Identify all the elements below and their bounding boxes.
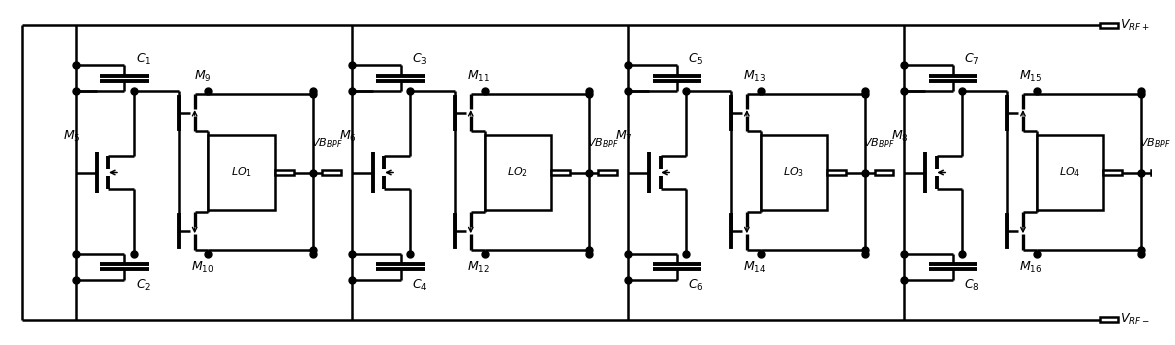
Text: $VB_{BPF}$: $VB_{BPF}$ [588, 137, 619, 150]
Text: $M_6$: $M_6$ [338, 129, 356, 144]
Text: $C_4$: $C_4$ [412, 278, 428, 293]
Text: $C_5$: $C_5$ [689, 52, 704, 67]
Text: $M_8$: $M_8$ [891, 129, 908, 144]
Text: $VB_{BPF}$: $VB_{BPF}$ [1139, 137, 1171, 150]
Bar [760, 135, 827, 210]
Text: $M_7$: $M_7$ [615, 129, 632, 144]
Text: $M_{13}$: $M_{13}$ [744, 68, 766, 83]
Bar [551, 170, 570, 175]
Text: $C_6$: $C_6$ [689, 278, 704, 293]
Text: $M_{12}$: $M_{12}$ [468, 260, 490, 275]
Text: $C_8$: $C_8$ [965, 278, 980, 293]
Text: $V_{RF+}$: $V_{RF+}$ [1120, 18, 1149, 33]
Text: $M_5$: $M_5$ [62, 129, 80, 144]
Bar [275, 170, 294, 175]
Bar [598, 170, 617, 175]
Bar [1100, 23, 1119, 28]
Text: $V_{RF-}$: $V_{RF-}$ [1120, 312, 1149, 327]
Text: $M_{10}$: $M_{10}$ [192, 260, 214, 275]
Text: $C_2$: $C_2$ [136, 278, 152, 293]
Text: $LO_3$: $LO_3$ [784, 166, 805, 179]
Text: $LO_4$: $LO_4$ [1060, 166, 1081, 179]
Text: $LO_1$: $LO_1$ [231, 166, 253, 179]
Bar [1103, 170, 1122, 175]
Bar [322, 170, 341, 175]
Text: $C_3$: $C_3$ [412, 52, 428, 67]
Bar [1100, 317, 1119, 322]
Text: $M_{16}$: $M_{16}$ [1020, 260, 1042, 275]
Text: $M_{11}$: $M_{11}$ [468, 68, 490, 83]
Bar [1150, 170, 1169, 175]
Text: $C_1$: $C_1$ [136, 52, 152, 67]
Text: $VB_{BPF}$: $VB_{BPF}$ [311, 137, 343, 150]
Bar [1036, 135, 1103, 210]
Text: $VB_{BPF}$: $VB_{BPF}$ [864, 137, 895, 150]
Text: $C_7$: $C_7$ [965, 52, 980, 67]
Bar [874, 170, 893, 175]
Bar [208, 135, 275, 210]
Bar [827, 170, 846, 175]
Text: $M_{15}$: $M_{15}$ [1020, 68, 1042, 83]
Text: $M_9$: $M_9$ [194, 68, 211, 83]
Text: $LO_2$: $LO_2$ [508, 166, 529, 179]
Text: $M_{14}$: $M_{14}$ [744, 260, 766, 275]
Bar [484, 135, 551, 210]
